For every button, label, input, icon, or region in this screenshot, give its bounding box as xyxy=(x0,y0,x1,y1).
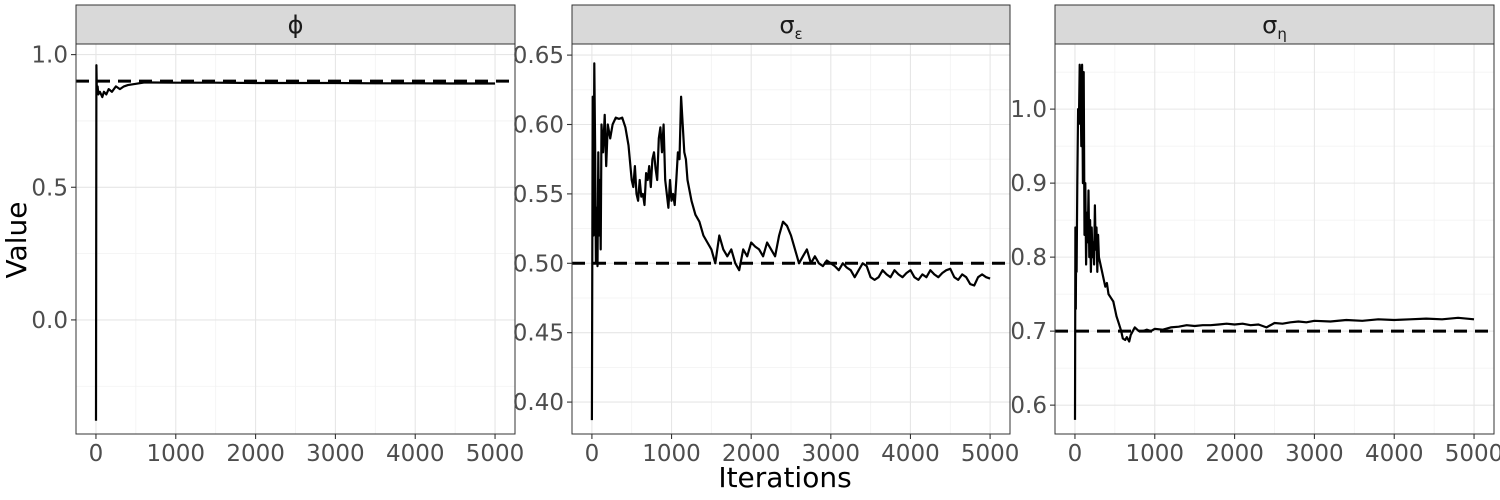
y-tick-label: 1.0 xyxy=(31,43,68,69)
facet-strip xyxy=(571,4,1011,45)
y-tick-label: 1.0 xyxy=(1010,97,1047,123)
facet-strip-label: ση xyxy=(1262,11,1287,43)
facet-strip xyxy=(1054,4,1495,45)
y-tick-label: 0.55 xyxy=(513,182,564,208)
y-tick-label: 0.50 xyxy=(513,251,564,277)
trace-line xyxy=(1073,63,1475,420)
y-tick-label: 0.60 xyxy=(513,112,564,138)
x-tick-label: 3000 xyxy=(306,441,365,467)
y-tick-label: 0.7 xyxy=(1010,319,1047,345)
trace-line xyxy=(94,64,495,421)
x-tick-label: 2000 xyxy=(722,441,781,467)
x-tick-label: 0 xyxy=(1068,441,1083,467)
x-tick-label: 3000 xyxy=(1285,441,1344,467)
x-tick-label: 3000 xyxy=(802,441,861,467)
facet-panel: ϕ 0 1000 2000 3000 4000 5000 0.0 0.5 1.0 xyxy=(31,4,525,467)
x-tick-label: 4000 xyxy=(386,441,445,467)
x-tick-label: 0 xyxy=(585,441,600,467)
facet-strip xyxy=(75,4,516,45)
x-tick-label: 4000 xyxy=(881,441,940,467)
trace-line xyxy=(590,62,991,421)
facet-strip-label: ϕ xyxy=(288,11,304,39)
facet-panel: ση 0 1000 2000 3000 4000 5000 0.6 0.7 0.8 0.9 1.0 xyxy=(1010,4,1500,467)
y-tick-label: 0.6 xyxy=(1010,393,1047,419)
y-tick-label: 0.45 xyxy=(513,321,564,347)
x-tick-label: 4000 xyxy=(1365,441,1424,467)
x-axis-title: Iterations xyxy=(718,461,851,494)
facet-panel: σε0 1000 2000 3000 4000 50000.400.450.500.550… xyxy=(513,4,1020,467)
y-tick-label: 0.8 xyxy=(1010,245,1047,271)
x-tick-label: 1000 xyxy=(642,441,701,467)
y-tick-label: 0.0 xyxy=(31,308,68,334)
y-axis-title: Value xyxy=(0,202,33,279)
y-tick-label: 0.65 xyxy=(513,43,564,69)
x-tick-label: 0 xyxy=(89,441,104,467)
x-tick-label: 5000 xyxy=(961,441,1020,467)
x-tick-label: 5000 xyxy=(1445,441,1500,467)
y-tick-label: 0.9 xyxy=(1010,171,1047,197)
y-tick-label: 0.40 xyxy=(513,390,564,416)
strip-subscript: ε xyxy=(795,25,803,43)
strip-subscript: η xyxy=(1277,25,1287,43)
x-tick-label: 2000 xyxy=(226,441,285,467)
x-tick-label: 5000 xyxy=(466,441,525,467)
x-tick-label: 1000 xyxy=(146,441,205,467)
x-tick-label: 1000 xyxy=(1125,441,1184,467)
y-tick-label: 0.5 xyxy=(31,175,68,201)
x-tick-label: 2000 xyxy=(1205,441,1264,467)
